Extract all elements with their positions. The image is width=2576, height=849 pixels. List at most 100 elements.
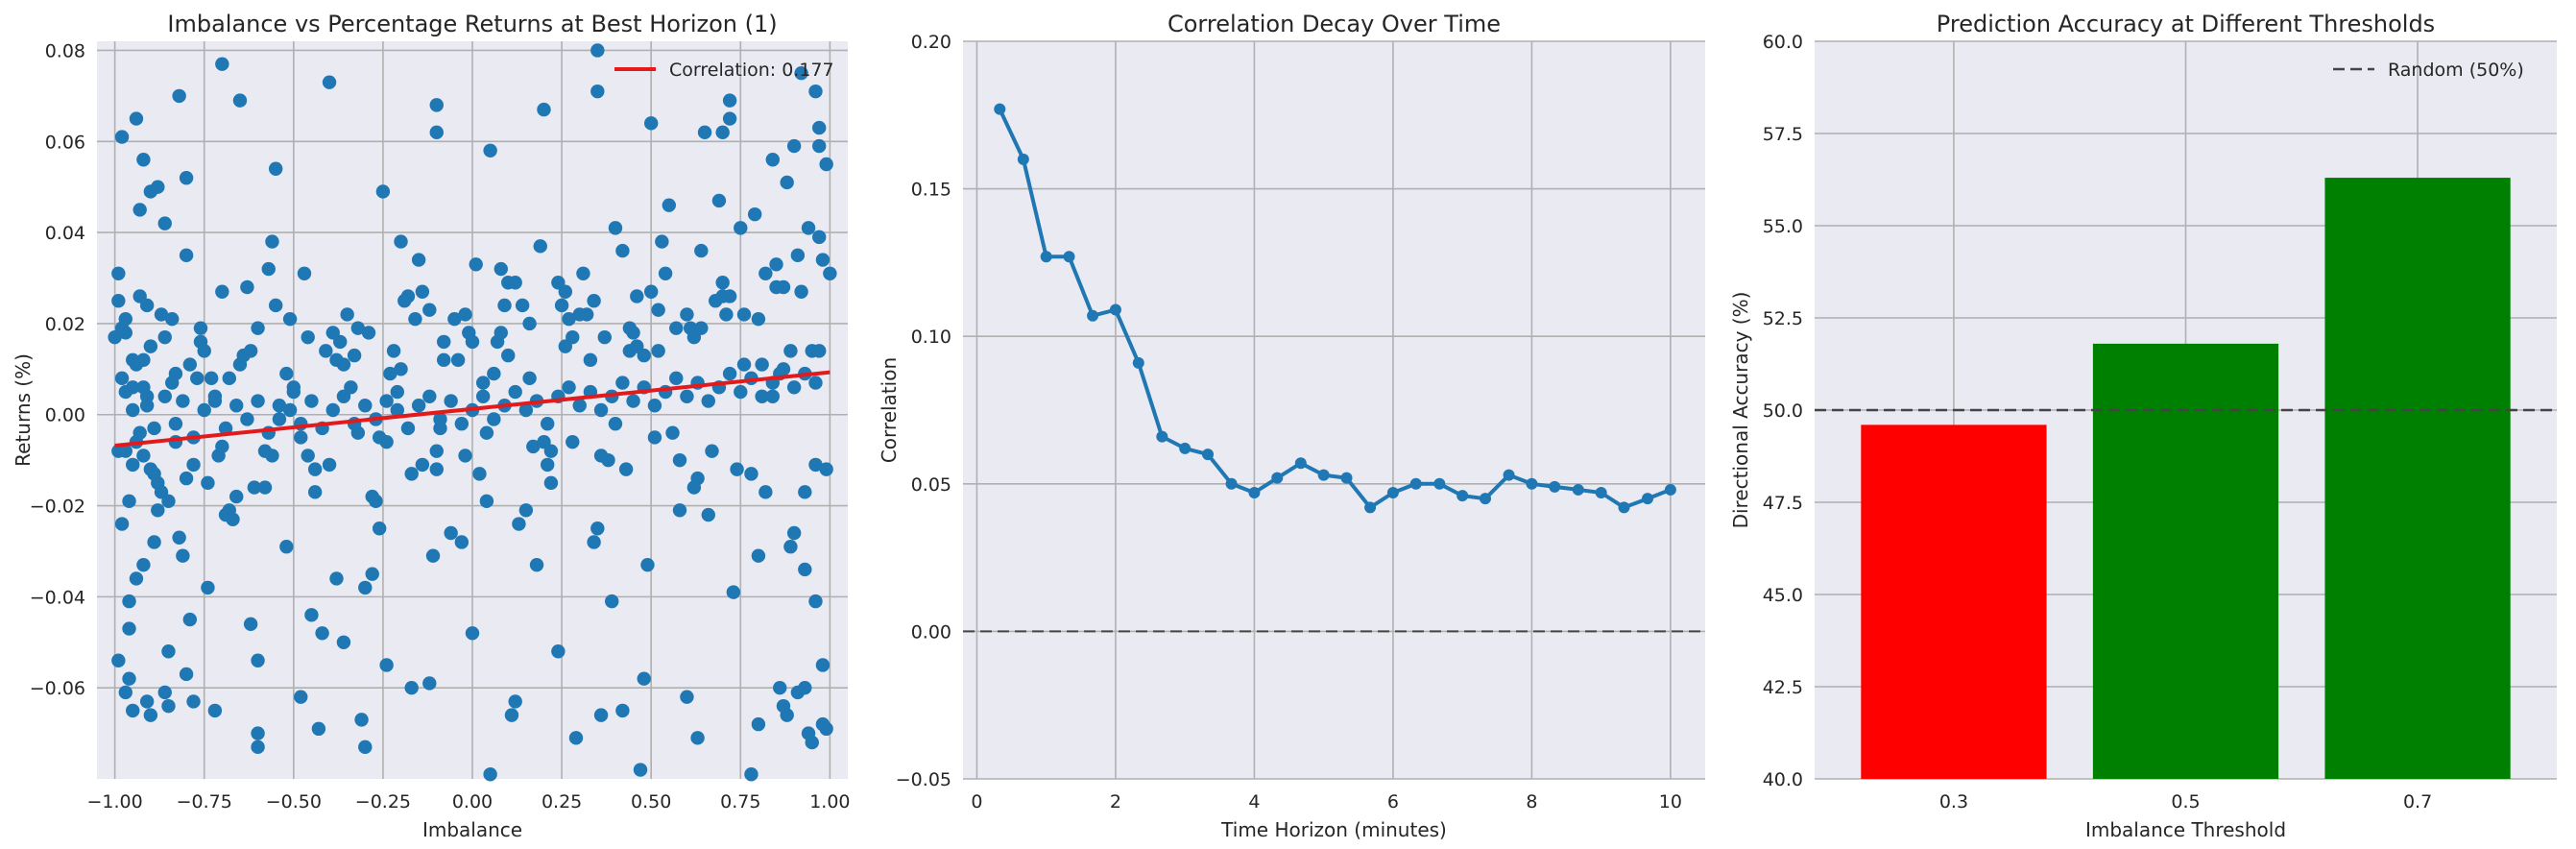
scatter-point xyxy=(590,43,605,58)
scatter-point xyxy=(329,352,344,368)
scatter-point xyxy=(593,708,609,722)
y-tick-label: 0.05 xyxy=(911,474,951,496)
line-point xyxy=(1618,501,1630,514)
scatter-point xyxy=(132,425,147,440)
scatter-point xyxy=(605,594,619,609)
scatter-point xyxy=(215,439,229,454)
scatter-x-axis-label: Imbalance xyxy=(422,818,522,841)
y-tick-label: 42.5 xyxy=(1763,677,1803,698)
scatter-point xyxy=(358,399,373,413)
scatter-point xyxy=(508,694,522,709)
scatter-point xyxy=(394,234,408,249)
scatter-point xyxy=(111,653,126,667)
scatter-point xyxy=(111,444,126,458)
y-tick-label: −0.05 xyxy=(896,769,951,790)
scatter-point xyxy=(350,321,366,335)
scatter-point xyxy=(715,125,730,140)
scatter-point xyxy=(226,512,240,526)
scatter-point xyxy=(347,348,362,363)
line-point xyxy=(1202,449,1215,461)
accuracy-bar xyxy=(2324,178,2511,779)
line-point xyxy=(1433,477,1446,490)
line-y-axis-label: Correlation xyxy=(878,357,901,463)
scatter-point xyxy=(207,703,223,718)
scatter-panel: −1.00 −0.75 −0.50 −0.25 0.00 0.25 0.50 0.75 1.00… xyxy=(12,11,851,841)
scatter-point xyxy=(172,88,186,104)
line-point xyxy=(1409,477,1422,490)
line-point xyxy=(1364,501,1377,514)
scatter-point xyxy=(643,284,659,299)
scatter-point xyxy=(705,444,719,458)
scatter-point xyxy=(458,449,472,463)
x-tick-label: 0.25 xyxy=(542,791,582,813)
scatter-point xyxy=(808,594,823,609)
line-panel: 0 2 4 6 8 10 −0.05 0.00 0.05 0.10 0.15 0.20 Correl… xyxy=(878,11,1705,841)
scatter-point xyxy=(812,344,827,358)
scatter-point xyxy=(529,557,544,572)
scatter-point xyxy=(697,125,712,140)
scatter-point xyxy=(251,394,265,408)
scatter-point xyxy=(630,289,644,303)
x-tick-label: 0.5 xyxy=(2171,791,2200,813)
scatter-point xyxy=(329,571,344,586)
scatter-point xyxy=(518,402,534,418)
line-point xyxy=(1503,469,1515,481)
y-tick-label: 47.5 xyxy=(1763,493,1803,514)
scatter-point xyxy=(122,671,136,686)
scatter-point xyxy=(215,57,229,71)
x-tick-label: 0.3 xyxy=(1939,791,1968,813)
x-tick-label: 1.00 xyxy=(809,791,850,813)
scatter-point xyxy=(655,234,669,249)
scatter-point xyxy=(286,384,301,400)
x-tick-label: 6 xyxy=(1387,791,1399,813)
scatter-points xyxy=(108,43,837,782)
scatter-point xyxy=(136,449,151,463)
line-plot-area xyxy=(963,41,1705,779)
scatter-point xyxy=(726,585,741,599)
scatter-point xyxy=(597,329,612,345)
scatter-point xyxy=(172,530,186,545)
scatter-point xyxy=(433,412,447,426)
scatter-point xyxy=(179,248,194,263)
scatter-point xyxy=(126,457,140,473)
scatter-point xyxy=(390,402,404,418)
scatter-point xyxy=(751,716,766,732)
line-point xyxy=(994,103,1006,115)
scatter-point xyxy=(168,417,183,431)
scatter-point xyxy=(783,540,798,554)
scatter-point xyxy=(268,298,283,313)
legend-label-random: Random (50%) xyxy=(2388,60,2524,81)
scatter-point xyxy=(422,389,437,403)
scatter-point xyxy=(118,311,132,327)
scatter-point xyxy=(383,366,397,381)
scatter-point xyxy=(408,311,422,327)
line-point xyxy=(1271,472,1284,484)
scatter-point xyxy=(722,366,737,381)
scatter-point xyxy=(122,494,136,509)
scatter-legend: Correlation: 0.177 xyxy=(614,60,834,81)
scatter-point xyxy=(333,334,348,350)
scatter-point xyxy=(176,394,190,408)
scatter-point xyxy=(193,321,208,335)
line-x-axis-label: Time Horizon (minutes) xyxy=(1220,818,1447,841)
scatter-point xyxy=(526,439,541,454)
scatter-point xyxy=(179,171,194,185)
scatter-point xyxy=(819,157,833,172)
x-tick-label: −0.25 xyxy=(355,791,411,813)
scatter-point xyxy=(801,221,816,235)
scatter-point xyxy=(251,321,265,335)
line-title: Correlation Decay Over Time xyxy=(1168,11,1501,37)
scatter-point xyxy=(265,234,279,249)
scatter-point xyxy=(197,344,211,358)
scatter-point xyxy=(279,540,294,554)
scatter-point xyxy=(808,84,823,99)
y-tick-label: 0.00 xyxy=(911,621,951,643)
scatter-point xyxy=(608,417,623,431)
scatter-point xyxy=(415,284,430,299)
scatter-point xyxy=(566,329,580,345)
scatter-point xyxy=(643,116,659,131)
scatter-point xyxy=(251,726,265,740)
scatter-point xyxy=(147,467,161,481)
scatter-point xyxy=(390,384,404,400)
bar-x-ticks: 0.3 0.5 0.7 xyxy=(1939,791,2432,813)
